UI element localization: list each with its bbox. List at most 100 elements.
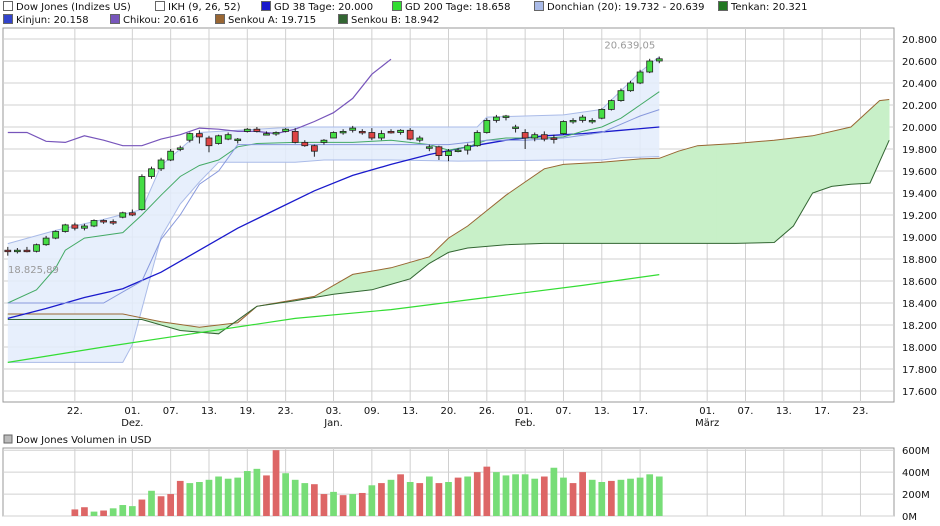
legend-item: GD 200 Tage: 18.658 [392, 1, 511, 14]
volume-bar [157, 496, 165, 516]
ichimoku-cloud-segment [850, 117, 861, 185]
volume-bar [330, 491, 337, 516]
y-tick-label: 20.800 [902, 35, 937, 46]
candle-body [52, 231, 60, 239]
candle [320, 139, 328, 145]
ichimoku-cloud-segment [524, 174, 536, 245]
candle-body [81, 225, 88, 229]
candle-body [636, 71, 644, 84]
ichimoku-cloud-segment [381, 267, 392, 288]
candle [291, 128, 299, 144]
y-tick-label: 19.400 [902, 189, 937, 200]
ichimoku-cloud-segment [515, 181, 526, 245]
ichimoku-cloud-segment [572, 162, 583, 244]
candle [339, 129, 347, 135]
candle-body [176, 147, 184, 150]
x-tick-label: 13. [776, 406, 792, 417]
senkou-b-line [7, 139, 890, 335]
candle-body [339, 130, 347, 134]
price-chart: 17.600 17.800 18.000 18.200 18.400 18.600 18.8… [2, 27, 937, 429]
candle [4, 246, 12, 256]
candle [416, 135, 424, 143]
y-tick-label: 18.000 [902, 343, 937, 354]
ichimoku-cloud-segment [745, 141, 756, 244]
candle-body [560, 121, 567, 135]
candle-body [291, 130, 299, 143]
volume-bar [608, 480, 615, 516]
candle-body [406, 129, 414, 140]
candle-body [368, 132, 376, 139]
candle-body [157, 159, 165, 170]
candle [473, 130, 481, 147]
ichimoku-cloud-segment [371, 269, 382, 291]
ichimoku-cloud-segment [697, 144, 708, 244]
candle [579, 114, 586, 123]
y-tick-label: 19.000 [902, 233, 937, 244]
candle [483, 118, 491, 134]
chikou-line [7, 58, 392, 147]
volume-bar [234, 477, 242, 516]
ichimoku-cloud-segment [505, 188, 516, 246]
candle [71, 222, 79, 231]
x-tick-label: 26. [479, 406, 495, 417]
candle-body [464, 145, 472, 151]
volume-bar [215, 476, 222, 516]
candle [655, 56, 663, 64]
candle-body [4, 249, 12, 253]
volume-bar [636, 477, 644, 516]
legend-item: IKH (9, 26, 52) [155, 1, 241, 14]
ichimoku-cloud-segment [496, 194, 507, 246]
volume-bar [358, 492, 366, 516]
kinjun-line [7, 109, 660, 304]
volume-bar [109, 508, 117, 516]
volume-bar [100, 510, 107, 516]
y-tick-label: 19.600 [902, 167, 937, 178]
volume-bar [205, 479, 213, 516]
ichimoku-cloud-segment [611, 160, 622, 244]
candle-body [521, 132, 529, 139]
candle [330, 131, 337, 139]
y-tick-label: 18.400 [902, 299, 937, 310]
candle-body [320, 139, 328, 143]
y-tick-label: 17.600 [902, 387, 937, 398]
legend-swatch [3, 14, 13, 24]
candle [512, 124, 519, 133]
candle [617, 88, 625, 102]
ichimoku-cloud-segment [764, 139, 775, 244]
volume-bar [282, 473, 289, 516]
ichimoku-cloud-segment [630, 158, 641, 244]
x-tick-month-label: Jan. [323, 418, 343, 429]
y-tick-label: 20.200 [902, 101, 937, 112]
x-tick-label: 19. [239, 406, 255, 417]
volume-bar [224, 478, 232, 516]
legend-label: IKH (9, 26, 52) [168, 2, 241, 13]
legend-label: Dow Jones (Indizes US) [16, 2, 131, 13]
candle [52, 230, 60, 240]
ichimoku-cloud-segment [783, 137, 794, 235]
legend-swatch [718, 1, 728, 11]
legend-swatch [338, 14, 348, 24]
candle [243, 128, 251, 133]
candle-body [512, 126, 519, 129]
candle-body [454, 149, 462, 153]
volume-bar [502, 475, 510, 516]
x-tick-label: 23. [278, 406, 294, 417]
ichimoku-cloud-segment [390, 264, 401, 285]
volume-bar [368, 485, 376, 516]
ichimoku-cloud-segment [639, 158, 650, 244]
ichimoku-cloud-segment [812, 133, 823, 194]
y-tick-label: 20.000 [902, 123, 937, 134]
candle-body [301, 141, 309, 147]
candle [454, 147, 462, 153]
volume-bar [416, 483, 424, 516]
ichimoku-cloud-segment [716, 143, 727, 244]
ichimoku-cloud-segment [544, 166, 555, 244]
ichimoku-cloud-segment [649, 158, 660, 244]
candle-body [90, 220, 98, 227]
volume-bar [71, 509, 79, 516]
candle-body [608, 100, 615, 110]
candle-body [387, 130, 395, 134]
candle [502, 114, 510, 121]
gd200-line [7, 274, 660, 363]
volume-y-tick-label: 400M [902, 468, 930, 479]
